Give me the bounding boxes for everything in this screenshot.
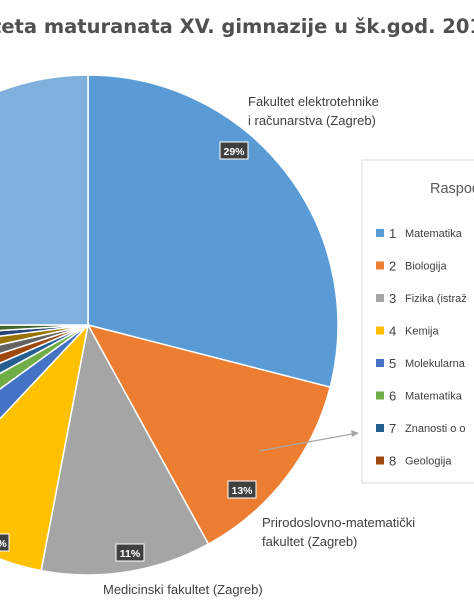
- pie-slice: [0, 324, 89, 337]
- legend-entry: 4 Kemija: [376, 324, 440, 339]
- slice-category-label: Medicinski fakultet (Zagreb): [103, 582, 263, 597]
- category-labels: Fakultet elektrotehnike i računarstva (Za…: [103, 94, 415, 597]
- legend-entry: 5 Molekularna: [376, 356, 466, 371]
- legend-swatch: [376, 229, 384, 237]
- legend-number: 1: [389, 226, 396, 241]
- legend-number: 2: [389, 259, 396, 274]
- legend-entry: 1 Matematika: [376, 226, 463, 241]
- legend-label: Biologija: [405, 261, 447, 273]
- legend-number: 6: [389, 389, 396, 404]
- legend-label: Znanosti o o: [405, 423, 466, 435]
- svg-text:%: %: [0, 538, 7, 550]
- legend-entry: 3 Fizika (istraž: [376, 291, 467, 306]
- pie-slice: [0, 324, 89, 390]
- leader-arrow: [351, 430, 359, 437]
- percent-label: 29%: [219, 141, 249, 160]
- legend-number: 4: [389, 324, 396, 339]
- slice-category-label: Prirodoslovno-matematički: [262, 515, 415, 530]
- pie-slice: [0, 324, 89, 355]
- percent-label: 11%: [115, 543, 145, 562]
- legend-swatch: [376, 456, 384, 465]
- pie-slice: [0, 324, 89, 346]
- legend-entry: 2 Biologija: [376, 259, 447, 274]
- legend-label: Matematika: [405, 228, 463, 240]
- leader-lines: [258, 430, 359, 452]
- legend-swatch: [376, 326, 384, 335]
- svg-text:29%: 29%: [223, 146, 245, 158]
- svg-text:13%: 13%: [231, 485, 253, 497]
- legend-swatch: [376, 424, 384, 432]
- slice-category-label: i računarstva (Zagreb): [248, 113, 376, 128]
- pie-slice: [0, 74, 89, 326]
- legend-label: Fizika (istraž: [405, 293, 467, 305]
- legend-swatch: [376, 391, 384, 400]
- legend-label: Molekularna: [405, 358, 466, 370]
- legend-number: 8: [389, 454, 396, 469]
- legend-swatch: [376, 359, 384, 367]
- pie-slice: [0, 324, 89, 375]
- legend-entry: 6 Matematika: [376, 389, 463, 404]
- pie-slices: [0, 74, 339, 576]
- pie-slice: [87, 74, 339, 389]
- svg-text:11%: 11%: [120, 548, 141, 560]
- legend-number: 3: [389, 291, 396, 306]
- legend-label: Matematika: [405, 391, 463, 403]
- pie-slice: [86, 323, 332, 546]
- percent-labels: 29% 13% 11%%: [0, 141, 257, 562]
- slice-category-label: Fakultet elektrotehnike: [248, 94, 379, 109]
- legend-number: 7: [389, 421, 396, 436]
- pie-slice: [0, 324, 89, 364]
- legend: Raspod 1 Matematika 2 Biologija 3 Fizika (istr…: [361, 159, 474, 484]
- pie-slice: [40, 322, 210, 576]
- percent-label: %: [0, 533, 10, 552]
- pie-slice: [0, 324, 89, 420]
- leader-line: [258, 433, 353, 452]
- percent-label: 13%: [227, 480, 257, 499]
- legend-swatch: [376, 261, 384, 270]
- legend-swatch: [376, 294, 384, 302]
- legend-label: Kemija: [405, 326, 440, 338]
- legend-label: Geologija: [405, 456, 452, 468]
- legend-entry: 8 Geologija: [376, 454, 452, 469]
- chart-title: teta maturanata XV. gimnazije u šk.god. …: [0, 15, 474, 38]
- slice-category-label: fakultet (Zagreb): [262, 534, 357, 549]
- pie-slice: [0, 324, 89, 332]
- pie-slice: [0, 322, 90, 572]
- legend-number: 5: [389, 356, 396, 371]
- legend-title: Raspod: [430, 181, 474, 197]
- legend-entry: 7 Znanosti o o: [376, 421, 466, 436]
